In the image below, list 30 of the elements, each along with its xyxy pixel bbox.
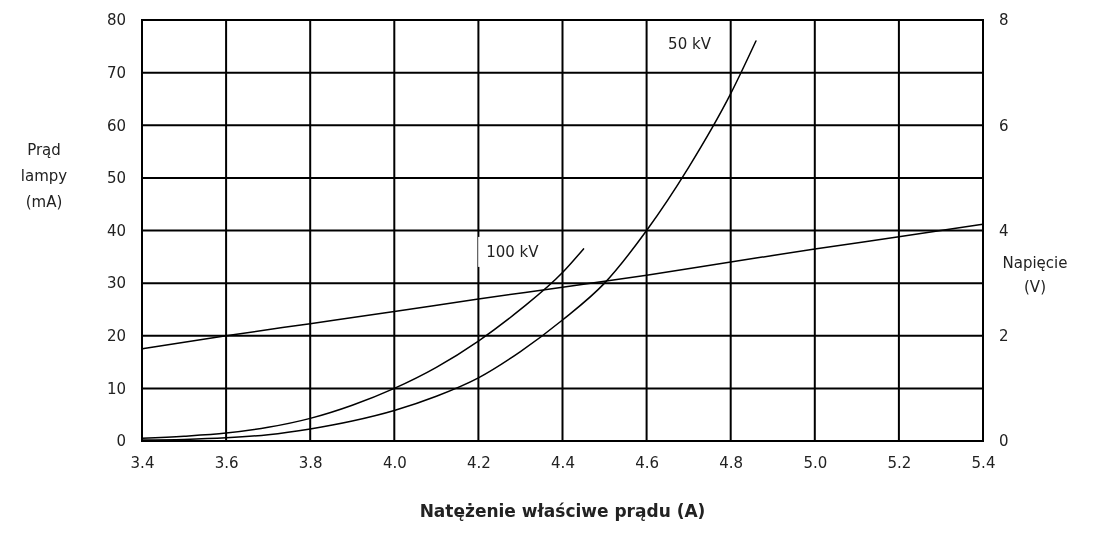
x-tick-label: 3.4 (130, 453, 155, 472)
x-tick-label: 5.4 (971, 453, 996, 472)
y2-tick-label: 2 (999, 327, 1009, 346)
y-axis-title: Prąd lampy (mA) (20, 141, 68, 211)
x-tick-label: 5.0 (803, 453, 828, 472)
y2-tick-label: 4 (999, 221, 1009, 240)
text: 50 kV (668, 35, 712, 54)
y2-axis-title: Napięcie (V) (1002, 254, 1068, 296)
y-tick-label: 10 (106, 379, 126, 398)
y2-tick-label: 8 (999, 11, 1009, 30)
y-tick-label: 60 (106, 116, 126, 135)
y2-tick-label: 6 (999, 116, 1009, 135)
x-tick-label: 5.2 (887, 453, 912, 472)
x-tick-label: 3.8 (298, 453, 323, 472)
x-tick-label: 4.4 (551, 453, 575, 472)
x-tick-label: 4.2 (466, 453, 491, 472)
y-tick-label: 70 (106, 63, 126, 82)
x-tick-label: 4.0 (382, 453, 407, 472)
series-label: 100 kV (486, 242, 540, 261)
y-tick-label: 80 (106, 11, 126, 30)
x-tick-label: 3.6 (214, 453, 239, 472)
y-tick-label: 30 (106, 274, 126, 293)
y2-tick-label: 0 (999, 432, 1009, 451)
y-tick-label: 50 (106, 169, 126, 188)
y-tick-label: 20 (106, 327, 126, 346)
y-tick-label: 0 (116, 432, 126, 451)
x-axis-title: Natężenie właściwe prądu (A) (419, 501, 706, 521)
y-tick-label: 40 (106, 221, 126, 240)
x-tick-label: 4.6 (635, 453, 660, 472)
x-tick-label: 4.8 (719, 453, 744, 472)
